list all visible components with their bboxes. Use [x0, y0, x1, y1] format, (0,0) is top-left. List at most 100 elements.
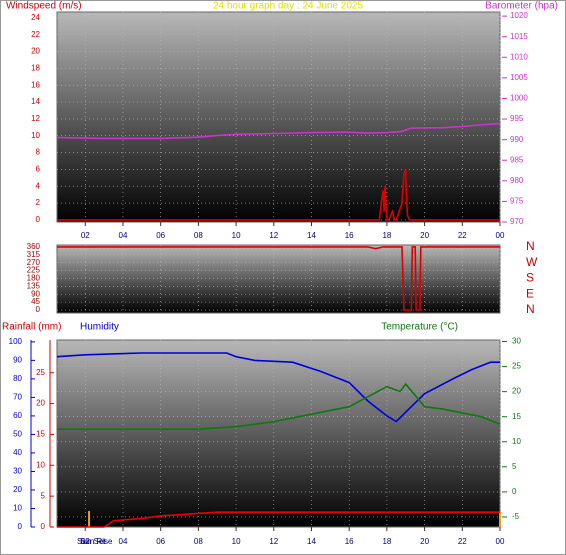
- series-line: [57, 169, 500, 221]
- x-tick-label: 08: [194, 231, 203, 240]
- y-tick-label: 10: [13, 504, 22, 513]
- x-tick-label: 00: [496, 537, 505, 546]
- series-line: [57, 511, 500, 528]
- y-tick-label: 4: [36, 181, 41, 190]
- y-tick-label: 8: [36, 148, 41, 157]
- y-tick-label: 985: [510, 155, 524, 164]
- axis-title: Temperature (°C): [381, 322, 458, 333]
- y-tick-label: 15: [36, 430, 45, 439]
- y-tick-label: 16: [31, 80, 40, 89]
- y-tick-label: 180: [27, 274, 41, 283]
- y-tick-label: E: [526, 286, 534, 300]
- y-tick-label: 5: [41, 491, 46, 500]
- x-tick-label: 06: [156, 231, 165, 240]
- y-tick-label: 20: [512, 387, 521, 396]
- y-tick-label: 40: [13, 448, 22, 457]
- plot-area: [56, 339, 501, 528]
- y-tick-label: 45: [31, 297, 40, 306]
- y-tick-label: 10: [512, 437, 521, 446]
- y-tick-label: 970: [510, 217, 524, 226]
- y-tick-label: 20: [31, 47, 40, 56]
- y-tick-label: S: [526, 271, 534, 285]
- y-tick-label: 24: [31, 13, 40, 22]
- series-line: [56, 352, 500, 423]
- y-tick-label: 995: [510, 114, 524, 123]
- x-tick-label: 12: [269, 231, 278, 240]
- sun-label: Sun Set: [77, 537, 106, 546]
- x-tick-label: 20: [420, 231, 429, 240]
- y-tick-label: 14: [31, 97, 40, 106]
- plot-area: [56, 244, 501, 314]
- y-tick-label: 60: [13, 411, 22, 420]
- x-tick-label: 10: [232, 231, 241, 240]
- y-tick-label: 1010: [510, 52, 528, 61]
- y-tick-label: 80: [13, 374, 22, 383]
- y-tick-label: 25: [36, 368, 45, 377]
- axis-title: Windspeed (m/s): [6, 1, 82, 12]
- y-tick-label: 25: [512, 362, 521, 371]
- y-tick-label: 0: [41, 522, 46, 531]
- y-tick-label: 990: [510, 135, 524, 144]
- y-tick-label: 18: [31, 64, 40, 73]
- y-tick-label: 90: [31, 289, 40, 298]
- y-tick-label: -5: [512, 512, 520, 521]
- series-line: [56, 122, 501, 140]
- y-tick-label: 30: [13, 467, 22, 476]
- x-tick-label: 10: [232, 537, 241, 546]
- x-tick-label: 18: [382, 537, 391, 546]
- y-tick-label: 1020: [510, 11, 528, 20]
- x-tick-label: 08: [194, 537, 203, 546]
- y-tick-label: 20: [36, 399, 45, 408]
- x-tick-label: 22: [458, 537, 467, 546]
- x-tick-label: 02: [81, 231, 90, 240]
- x-tick-label: 12: [269, 537, 278, 546]
- x-tick-label: 14: [307, 231, 316, 240]
- x-tick-label: 18: [382, 231, 391, 240]
- y-tick-label: 6: [36, 165, 41, 174]
- y-tick-label: W: [526, 255, 538, 269]
- sun-label: Sun Rise: [80, 537, 113, 546]
- y-tick-label: 30: [512, 337, 521, 346]
- y-tick-label: 15: [512, 412, 521, 421]
- y-tick-label: 360: [27, 242, 41, 251]
- y-tick-label: 0: [18, 522, 23, 531]
- y-tick-label: 20: [13, 485, 22, 494]
- y-tick-label: 980: [510, 176, 524, 185]
- y-tick-label: 0: [36, 215, 41, 224]
- y-tick-label: 10: [31, 131, 40, 140]
- x-tick-label: 20: [420, 537, 429, 546]
- y-tick-label: 1015: [510, 32, 528, 41]
- y-tick-label: 1000: [510, 94, 528, 103]
- y-tick-label: 0: [36, 305, 41, 314]
- x-tick-label: 06: [156, 537, 165, 546]
- axis-title: 24 hour graph day : 24 June 2025: [213, 1, 364, 12]
- y-tick-label: 225: [27, 266, 41, 275]
- y-tick-label: 135: [27, 281, 41, 290]
- y-tick-label: N: [526, 239, 535, 253]
- y-tick-label: 975: [510, 197, 524, 206]
- y-tick-label: 100: [9, 337, 23, 346]
- y-tick-label: 50: [13, 430, 22, 439]
- y-tick-label: 10: [36, 460, 45, 469]
- axis-title: Rainfall (mm): [2, 322, 61, 333]
- series-line: [57, 246, 500, 311]
- x-tick-label: 00: [496, 231, 505, 240]
- y-tick-label: 2: [36, 198, 41, 207]
- series-line: [57, 382, 501, 430]
- x-tick-label: 16: [345, 537, 354, 546]
- x-tick-label: 14: [307, 537, 316, 546]
- x-tick-label: 04: [119, 231, 128, 240]
- y-tick-label: 90: [13, 355, 22, 364]
- y-tick-label: 12: [31, 114, 40, 123]
- x-tick-label: 04: [119, 537, 128, 546]
- y-tick-label: 270: [27, 258, 41, 267]
- y-tick-label: 22: [31, 30, 40, 39]
- sun-marker: [499, 511, 501, 527]
- x-tick-label: 16: [345, 231, 354, 240]
- axis-title: Humidity: [80, 322, 119, 333]
- y-tick-label: 315: [27, 250, 41, 259]
- y-tick-label: 1005: [510, 73, 528, 82]
- x-tick-label: 22: [458, 231, 467, 240]
- y-tick-label: 5: [512, 462, 517, 471]
